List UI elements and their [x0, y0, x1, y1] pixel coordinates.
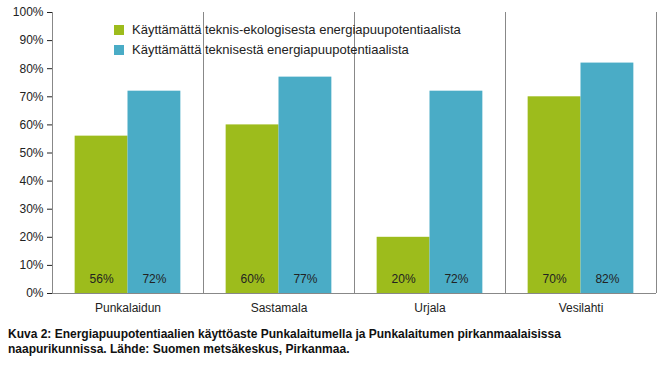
svg-text:56%: 56%	[90, 272, 114, 286]
svg-text:Urjala: Urjala	[414, 301, 446, 315]
svg-text:20%: 20%	[19, 230, 43, 244]
svg-text:Sastamala: Sastamala	[251, 301, 308, 315]
svg-text:80%: 80%	[19, 62, 43, 76]
svg-text:0%: 0%	[26, 286, 44, 300]
svg-text:77%: 77%	[293, 272, 317, 286]
svg-text:50%: 50%	[19, 146, 43, 160]
svg-text:20%: 20%	[392, 272, 416, 286]
html-text:Käyttämättä teknis-ekologisest: Käyttämättä teknis-ekologisesta energiap…	[132, 22, 461, 37]
svg-text:72%: 72%	[444, 272, 468, 286]
html-text:Kuva 2: Energiapuupotentiaalie: Kuva 2: Energiapuupotentiaalien käyttöas…	[8, 327, 561, 356]
svg-text:10%: 10%	[19, 258, 43, 272]
svg-text:100%: 100%	[13, 5, 44, 19]
svg-text:72%: 72%	[142, 272, 166, 286]
svg-text:70%: 70%	[19, 90, 43, 104]
svg-text:60%: 60%	[19, 118, 43, 132]
html-text:Käyttämättä teknisestä energia: Käyttämättä teknisestä energiapuupotenti…	[132, 42, 409, 57]
svg-text:30%: 30%	[19, 202, 43, 216]
svg-text:Punkalaidun: Punkalaidun	[95, 301, 161, 315]
svg-text:82%: 82%	[595, 272, 619, 286]
svg-text:Vesilahti: Vesilahti	[559, 301, 604, 315]
svg-text:70%: 70%	[543, 272, 567, 286]
svg-text:90%: 90%	[19, 33, 43, 47]
svg-text:60%: 60%	[241, 272, 265, 286]
svg-text:40%: 40%	[19, 174, 43, 188]
